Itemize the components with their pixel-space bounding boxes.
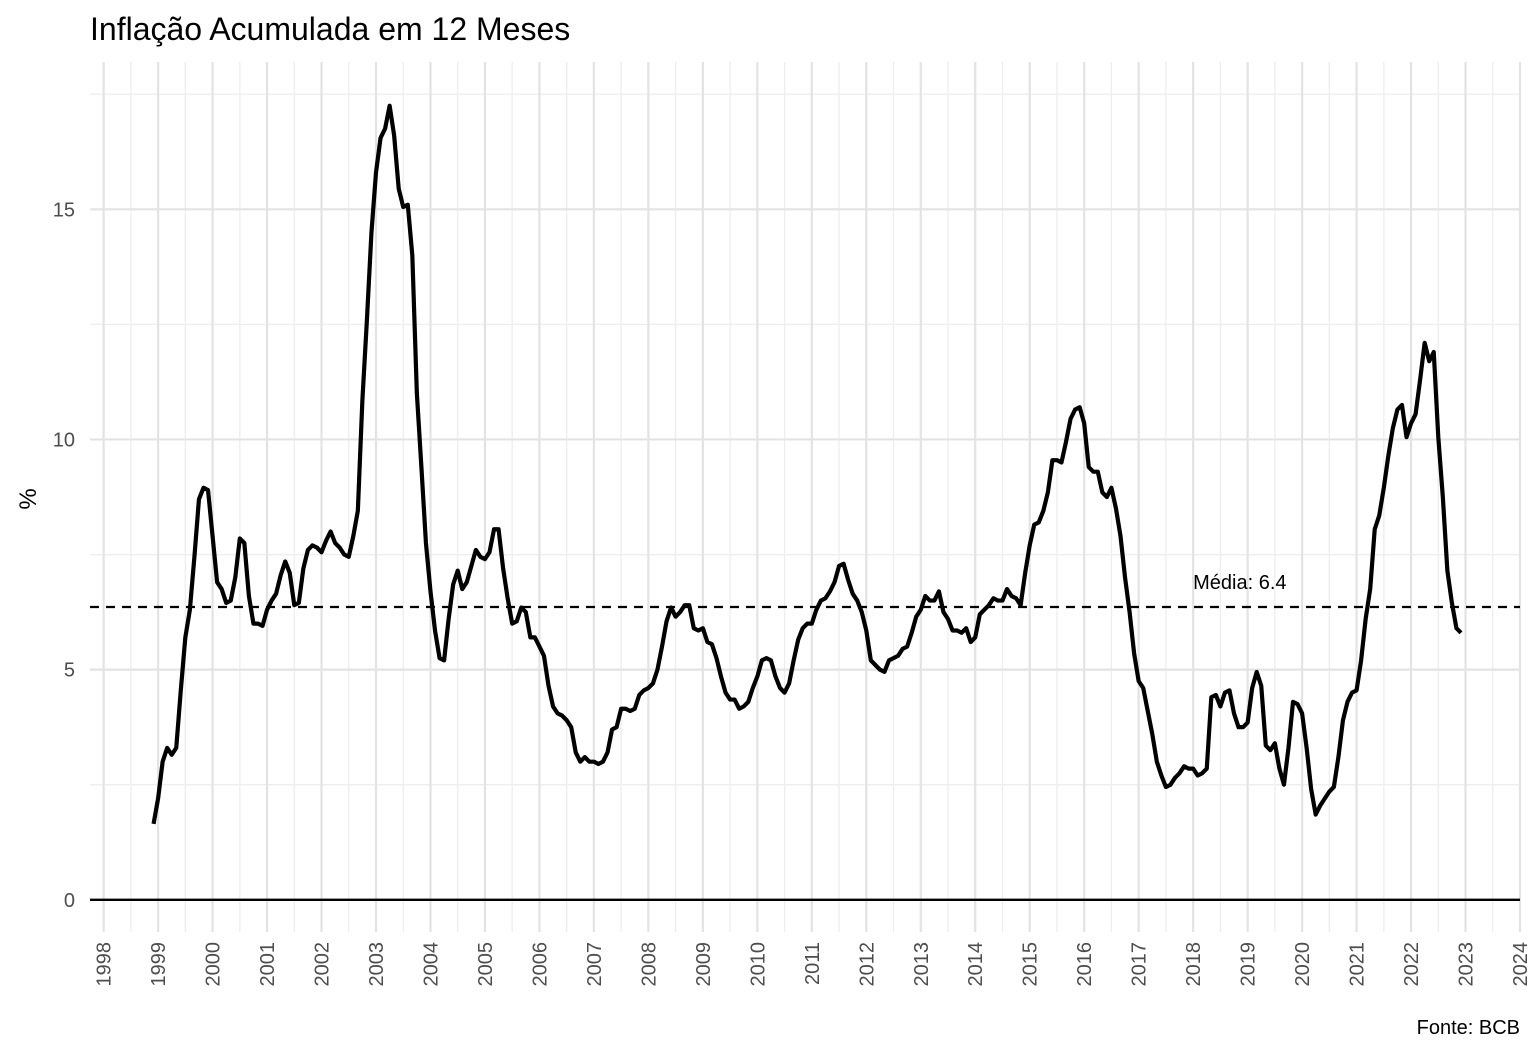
x-tick-label: 2011 [802,942,824,985]
series-line [151,103,1463,825]
x-tick-label: 2004 [420,942,442,987]
x-axis-ticks: 1998 1999 2000 2001 2002 2003 2004 2005 2006 2007… [94,942,1532,987]
x-tick-label: 2012 [856,942,878,987]
x-tick-label: 2010 [747,942,769,987]
x-tick-label: 2005 [475,942,497,987]
y-tick-label: 5 [64,660,75,682]
x-tick-label: 1999 [148,942,170,987]
x-tick-label: 2020 [1292,942,1314,987]
chart-title: Inflação Acumulada em 12 Meses [90,11,570,47]
x-tick-label: 2022 [1401,942,1423,987]
x-tick-label: 2007 [584,942,606,987]
x-tick-label: 2008 [638,942,660,987]
x-tick-label: 2015 [1020,942,1042,987]
y-tick-label: 15 [53,199,75,221]
x-tick-label: 2019 [1238,942,1260,987]
y-tick-label: 10 [53,429,75,451]
x-tick-label: 1998 [94,942,116,987]
y-axis-label: % [15,488,42,509]
x-tick-label: 2023 [1456,942,1478,987]
y-axis-ticks: 0 5 10 15 [53,199,75,911]
x-tick-label: 2014 [965,942,987,987]
x-tick-label: 2003 [366,942,388,987]
mean-annotation: Média: 6.4 [1193,572,1286,594]
x-tick-label: 2001 [257,942,279,987]
x-tick-label: 2018 [1183,942,1205,987]
x-tick-label: 2017 [1129,942,1151,987]
x-tick-label: 2024 [1510,942,1532,987]
x-tick-label: 2000 [203,942,225,987]
minor-gridlines [90,62,1520,932]
x-tick-label: 2021 [1347,942,1369,987]
series-layer [151,103,1463,825]
y-tick-label: 0 [64,890,75,912]
x-tick-label: 2016 [1074,942,1096,987]
major-gridlines [90,62,1522,932]
x-tick-label: 2006 [529,942,551,987]
caption: Fonte: BCB [1417,1017,1520,1039]
x-tick-label: 2013 [911,942,933,987]
x-tick-label: 2002 [312,942,334,987]
x-tick-label: 2009 [693,942,715,987]
